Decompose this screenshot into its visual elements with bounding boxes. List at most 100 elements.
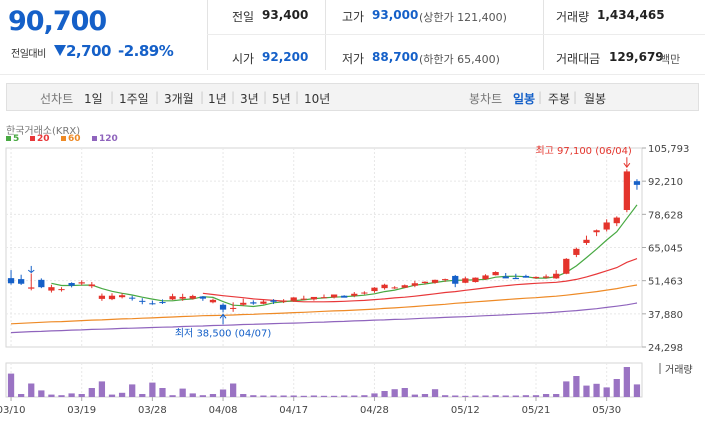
range-1w[interactable]: 1주일: [119, 92, 149, 106]
volume-bar: [522, 395, 530, 397]
candle-body: [260, 301, 267, 304]
volume-bar: [482, 395, 489, 397]
candle: [300, 295, 307, 301]
y-tick-label: 24,298: [648, 343, 683, 354]
volume-bar: [320, 395, 328, 397]
prev-close-value: 93,400: [262, 8, 309, 22]
candle: [48, 284, 55, 293]
open-value: 92,200: [262, 50, 309, 64]
range-5y[interactable]: 5년: [272, 92, 291, 106]
volume-bar: [421, 394, 429, 397]
candle-body: [330, 294, 338, 298]
divider: [207, 0, 208, 70]
candle-body: [341, 295, 348, 298]
range-1y[interactable]: 1년: [208, 92, 227, 106]
range-3m[interactable]: 3개월: [164, 92, 194, 106]
volume-bar: [7, 373, 15, 397]
candle: [573, 247, 580, 258]
candle-body: [28, 287, 35, 289]
candle-body: [431, 279, 439, 283]
candle: [290, 297, 297, 302]
volume-bar: [452, 395, 459, 397]
candle: [482, 274, 489, 281]
y-tick-label: 78,628: [648, 210, 683, 221]
volume-bar: [28, 383, 35, 397]
volume-label: 거래량: [556, 10, 590, 24]
high-label: 고가: [342, 10, 365, 24]
candle: [98, 293, 106, 301]
candle-body: [219, 304, 227, 310]
volume-bar: [179, 388, 186, 397]
candle: [452, 274, 459, 288]
range-3y[interactable]: 3년: [240, 92, 259, 106]
candle: [68, 282, 75, 288]
volume-bar: [199, 395, 206, 397]
candle-body: [593, 230, 600, 233]
candle: [88, 282, 95, 289]
legend-ma120: 120: [92, 134, 118, 144]
x-tick-label: 05/21: [522, 405, 551, 416]
candle-body: [290, 297, 297, 301]
low-value: 88,700: [372, 50, 419, 64]
candle: [179, 293, 186, 301]
low-arrow-head: [219, 313, 227, 319]
candle-body: [250, 302, 257, 304]
candle-body: [633, 181, 641, 185]
volume-bar: [431, 389, 439, 397]
volume-bar: [442, 395, 449, 397]
candle-body: [270, 300, 277, 302]
candle-body: [240, 302, 247, 305]
candle-body: [553, 273, 560, 279]
candle: [623, 169, 630, 213]
candle: [462, 276, 469, 284]
candle-body: [38, 279, 45, 288]
candle-body: [7, 278, 15, 284]
candle: [108, 293, 116, 301]
candle-body: [169, 296, 176, 300]
ma120-line: [10, 302, 638, 334]
candle-body: [542, 276, 550, 278]
candle-body: [421, 281, 429, 284]
volume-bar: [532, 395, 540, 397]
range-10y[interactable]: 10년: [304, 92, 331, 106]
candle: [280, 299, 287, 304]
volume-bar: [48, 394, 55, 397]
volume-bar: [391, 389, 398, 397]
volume-bar: [341, 395, 348, 397]
high-value: 93,000: [372, 8, 419, 22]
candle: [219, 303, 227, 313]
candle-body: [472, 277, 479, 283]
candle: [118, 293, 126, 299]
line-chart-label: 선차트: [40, 92, 74, 106]
volume-bar: [68, 393, 75, 397]
candle: [270, 299, 277, 305]
candle: [371, 287, 378, 293]
candle: [563, 258, 570, 275]
candle: [522, 274, 530, 278]
upper-limit: (상한가 121,400): [419, 11, 507, 24]
period-monthly[interactable]: 월봉: [584, 92, 607, 106]
volume-axis-label: 거래량: [665, 364, 693, 376]
candle: [28, 273, 35, 291]
y-tick-label: 65,045: [648, 244, 683, 255]
period-weekly[interactable]: 주봉: [548, 92, 571, 106]
x-tick-label: 03/19: [67, 405, 96, 416]
candle-body: [108, 295, 116, 300]
candle-body: [452, 275, 459, 284]
range-1d[interactable]: 1일: [84, 92, 103, 106]
low-annotation: 최저 38,500 (04/07): [175, 327, 271, 339]
x-tick-label: 04/17: [279, 405, 308, 416]
y-tick-label: 92,210: [648, 177, 683, 188]
candle-body: [391, 287, 398, 289]
candle-body: [563, 258, 570, 274]
volume-bar: [371, 393, 378, 397]
period-daily[interactable]: 일봉: [513, 92, 536, 106]
candle: [209, 298, 217, 304]
candle-body: [78, 282, 85, 284]
divider: [325, 0, 326, 70]
candle: [7, 270, 15, 285]
volume-bar: [563, 381, 570, 397]
volume-bar: [623, 367, 630, 397]
x-tick-label: 04/08: [209, 405, 238, 416]
